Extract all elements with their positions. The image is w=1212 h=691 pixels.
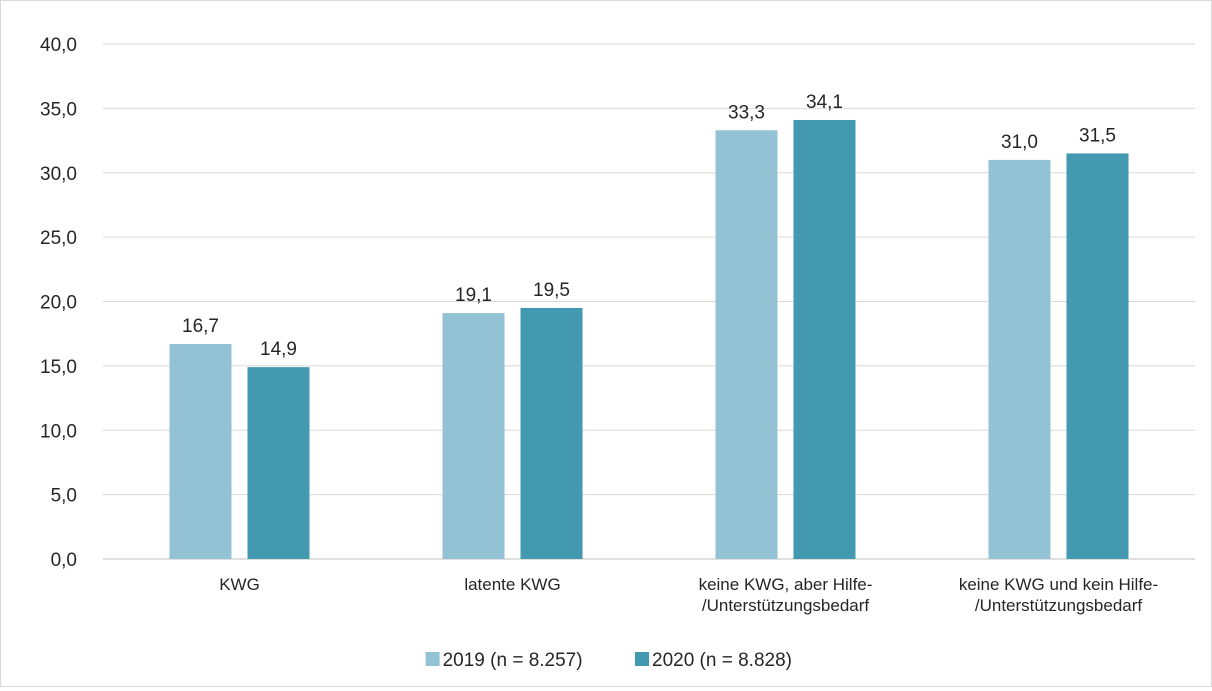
data-label: 33,3 xyxy=(728,102,765,123)
y-axis-ticks: 0,0 5,0 10,0 15,0 20,0 25,0 30,0 35,0 40,0 xyxy=(40,35,77,571)
y-tick-label: 10,0 xyxy=(40,421,77,442)
legend-label: 2020 (n = 8.828) xyxy=(652,650,792,671)
legend-swatch xyxy=(425,652,440,666)
y-tick-label: 0,0 xyxy=(51,550,77,571)
x-axis-categories: KWG latente KWG keine KWG, aber Hilfe- /Unt… xyxy=(219,575,1158,615)
data-label: 16,7 xyxy=(182,316,219,337)
category-label: /Unterstützungsbedarf xyxy=(702,596,870,615)
bar xyxy=(988,159,1051,559)
category-label: KWG xyxy=(219,575,260,594)
bar xyxy=(520,307,583,559)
data-label: 19,1 xyxy=(455,285,492,306)
bar xyxy=(1066,153,1129,559)
category-label: keine KWG und kein Hilfe- xyxy=(959,575,1158,594)
category-label: keine KWG, aber Hilfe- xyxy=(699,575,873,594)
y-tick-label: 35,0 xyxy=(40,99,77,120)
y-tick-label: 25,0 xyxy=(40,228,77,249)
category-label: /Unterstützungsbedarf xyxy=(975,596,1143,615)
category-label: latente KWG xyxy=(464,575,560,594)
bar xyxy=(247,367,310,559)
legend-swatch xyxy=(635,652,649,666)
legend: 2019 (n = 8.257) 2020 (n = 8.828) xyxy=(425,650,792,671)
legend-label: 2019 (n = 8.257) xyxy=(443,650,583,671)
data-labels: 16,7 19,1 33,3 31,0 14,9 19,5 34,1 31,5 xyxy=(182,92,1116,360)
data-label: 34,1 xyxy=(806,92,843,113)
y-tick-label: 15,0 xyxy=(40,357,77,378)
bar xyxy=(793,119,856,560)
y-tick-label: 40,0 xyxy=(40,35,77,56)
y-tick-label: 30,0 xyxy=(40,164,77,185)
bar xyxy=(169,343,232,559)
data-label: 19,5 xyxy=(533,280,570,301)
y-tick-label: 20,0 xyxy=(40,293,77,314)
bar xyxy=(442,313,505,559)
data-label: 31,5 xyxy=(1079,125,1116,146)
bar xyxy=(715,130,778,559)
y-tick-label: 5,0 xyxy=(51,486,77,507)
data-label: 14,9 xyxy=(260,339,297,360)
bars xyxy=(169,119,1129,560)
data-label: 31,0 xyxy=(1001,132,1038,153)
